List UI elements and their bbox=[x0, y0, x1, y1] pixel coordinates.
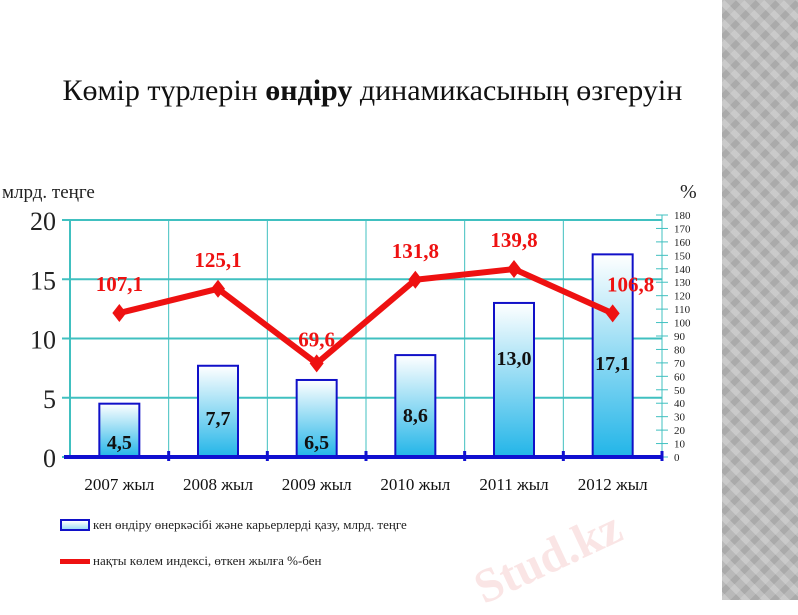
x-tick-label: 2011 жыл bbox=[479, 475, 549, 494]
bar bbox=[98, 402, 141, 458]
y2-tick-label: 160 bbox=[674, 237, 691, 249]
y-tick-label: 5 bbox=[43, 385, 56, 414]
y2-tick-label: 110 bbox=[674, 304, 691, 316]
slide-title: Көмір түрлерін өндіру динамикасының өзге… bbox=[62, 74, 683, 107]
bar bbox=[493, 301, 535, 459]
y2-tick-label: 170 bbox=[674, 223, 691, 235]
y2-tick-label: 130 bbox=[674, 277, 691, 289]
legend-line: нақты көлем индексі, өткен жылға %-бен bbox=[60, 553, 321, 569]
line-marker bbox=[309, 354, 324, 373]
line-data-label: 131,8 bbox=[392, 239, 439, 263]
legend-bar: кен өндіру өнеркәсібі және карьерлерді қ… bbox=[60, 517, 407, 533]
y-tick-label: 15 bbox=[30, 266, 56, 295]
y2-tick-label: 30 bbox=[674, 412, 686, 424]
bar bbox=[197, 364, 239, 459]
line-data-label: 107,1 bbox=[96, 272, 143, 296]
y2-tick-label: 100 bbox=[674, 318, 691, 330]
x-tick-label: 2012 жыл bbox=[578, 475, 648, 494]
y2-tick-label: 70 bbox=[674, 358, 686, 370]
y-tick-label: 20 bbox=[30, 207, 56, 236]
y2-tick-label: 40 bbox=[674, 398, 686, 410]
legend-bar-label: кен өндіру өнеркәсібі және карьерлерді қ… bbox=[93, 517, 407, 532]
line-data-label: 106,8 bbox=[607, 272, 654, 296]
line-marker bbox=[605, 304, 620, 323]
bar bbox=[295, 378, 338, 459]
y2-tick-label: 90 bbox=[674, 331, 686, 343]
bar-data-label: 4,5 bbox=[107, 432, 132, 454]
y2-tick-label: 140 bbox=[674, 264, 691, 276]
y2-tick-label: 20 bbox=[674, 425, 686, 437]
bar-data-label: 6,5 bbox=[304, 432, 329, 454]
line-data-label: 69,6 bbox=[298, 327, 335, 351]
legend-line-swatch bbox=[60, 558, 90, 564]
y2-tick-label: 50 bbox=[674, 385, 686, 397]
y2-tick-label: 60 bbox=[674, 371, 686, 383]
y2-tick-label: 0 bbox=[674, 452, 680, 464]
bar-data-label: 7,7 bbox=[206, 408, 231, 430]
bar-data-label: 17,1 bbox=[595, 353, 630, 375]
x-tick-label: 2008 жыл bbox=[183, 475, 253, 494]
bar bbox=[394, 354, 437, 458]
line-marker bbox=[408, 270, 423, 289]
side-decoration bbox=[722, 0, 798, 600]
legend-line-label: нақты көлем индексі, өткен жылға %-бен bbox=[93, 553, 322, 568]
y2-tick-label: 80 bbox=[674, 344, 686, 356]
bar bbox=[591, 253, 634, 458]
y2-tick-label: 150 bbox=[674, 250, 691, 262]
y-tick-label: 0 bbox=[43, 444, 56, 473]
legend-bar-swatch bbox=[60, 519, 90, 531]
x-tick-label: 2010 жыл bbox=[380, 475, 450, 494]
x-tick-label: 2007 жыл bbox=[84, 475, 154, 494]
line-marker bbox=[112, 304, 127, 323]
y2-tick-label: 120 bbox=[674, 291, 691, 303]
y-tick-label: 10 bbox=[30, 326, 56, 355]
y2-tick-label: 10 bbox=[674, 439, 686, 451]
x-tick-label: 2009 жыл bbox=[282, 475, 352, 494]
y-axis-title: млрд. теңге bbox=[2, 182, 95, 203]
line-marker bbox=[211, 279, 225, 298]
y2-tick-label: 180 bbox=[674, 210, 691, 222]
bar-data-label: 8,6 bbox=[403, 405, 428, 427]
y2-axis-title: % bbox=[680, 181, 697, 203]
bar-data-label: 13,0 bbox=[497, 348, 532, 370]
line-marker bbox=[507, 260, 521, 279]
line-series bbox=[118, 265, 614, 368]
line-data-label: 125,1 bbox=[194, 248, 241, 272]
line-data-label: 139,8 bbox=[490, 228, 537, 252]
